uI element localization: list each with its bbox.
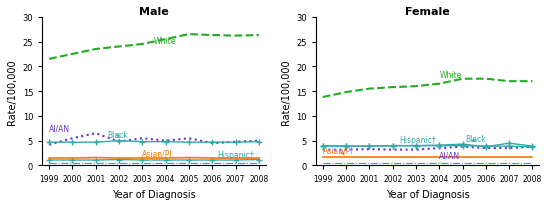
Text: Asian/PI: Asian/PI — [142, 149, 173, 158]
Text: AI/AN: AI/AN — [439, 150, 460, 159]
X-axis label: Year of Diagnosis: Year of Diagnosis — [386, 189, 470, 199]
X-axis label: Year of Diagnosis: Year of Diagnosis — [112, 189, 196, 199]
Text: Black: Black — [107, 131, 128, 139]
Text: Hispanic†: Hispanic† — [400, 136, 436, 144]
Text: Hispanic†: Hispanic† — [217, 150, 254, 159]
Title: Male: Male — [139, 7, 169, 17]
Text: White: White — [439, 71, 461, 80]
Text: AI/AN: AI/AN — [49, 124, 70, 133]
Text: Black: Black — [465, 135, 486, 144]
Title: Female: Female — [405, 7, 450, 17]
Y-axis label: Rate/100,000: Rate/100,000 — [280, 59, 290, 124]
Text: Asian/PI: Asian/PI — [323, 146, 354, 155]
Y-axis label: Rate/100,000: Rate/100,000 — [7, 59, 17, 124]
Text: White: White — [154, 37, 177, 46]
